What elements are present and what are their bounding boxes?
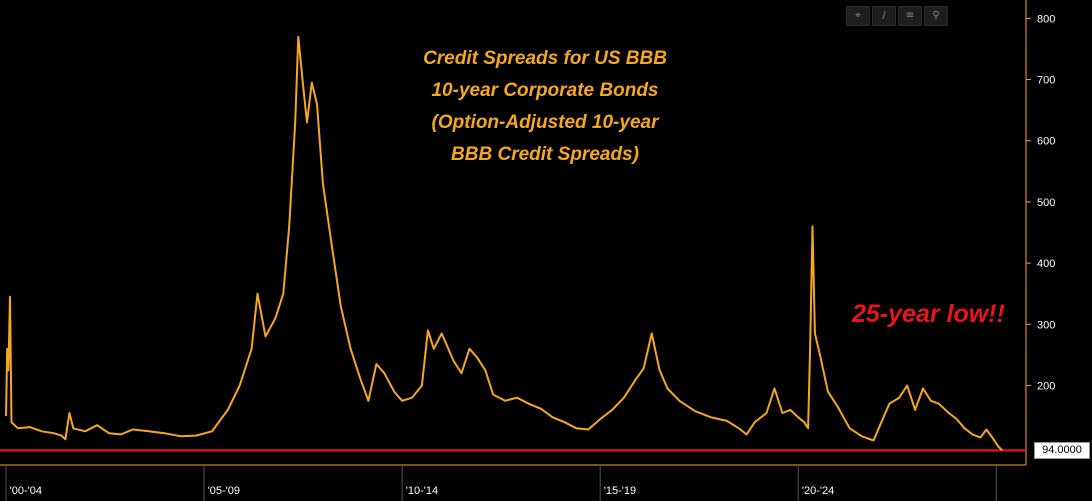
chart-title-line-4: BBB Credit Spreads) [451,144,639,165]
y-tick-label: 700 [1037,75,1055,87]
y-tick-label: 300 [1037,319,1055,331]
y-tick-label: 200 [1037,380,1055,392]
draw-line-icon[interactable]: ∕ [872,6,896,26]
x-tick-label: '15-'19 [604,485,636,497]
last-value-label: 94.0000 [1034,442,1090,460]
x-tick-label: '05-'09 [208,485,240,497]
y-tick-label: 500 [1037,197,1055,209]
chart-toolbar: ⌖ ∕ ≡ ⚲ [846,6,948,26]
x-axis: '00-'04 '05-'09 '10-'14 '15-'19 '20-'24 [0,464,1026,501]
series-line [5,35,1003,452]
crosshair-icon[interactable]: ⌖ [846,6,870,26]
menu-icon[interactable]: ≡ [898,6,922,26]
x-tick-label: '10-'14 [406,485,438,497]
y-axis: 200 300 400 500 600 700 800 [1025,0,1055,465]
annotation-25-year-low: 25-year low!! [852,300,1005,328]
search-icon[interactable]: ⚲ [924,6,948,26]
y-tick-label: 800 [1037,13,1055,25]
x-tick-label: '00-'04 [10,485,42,497]
y-tick-label: 400 [1037,258,1055,270]
chart-title-line-1: Credit Spreads for US BBB [423,48,667,69]
chart-title-line-2: 10-year Corporate Bonds [431,80,659,101]
x-tick-label: '20-'24 [802,485,834,497]
chart-title-line-3: (Option-Adjusted 10-year [431,112,659,133]
y-tick-label: 600 [1037,136,1055,148]
